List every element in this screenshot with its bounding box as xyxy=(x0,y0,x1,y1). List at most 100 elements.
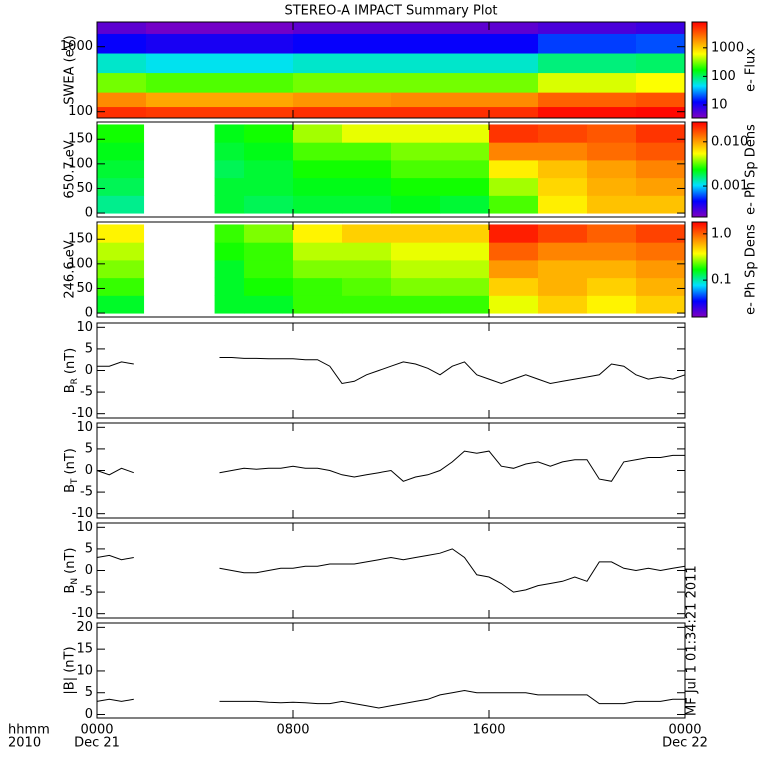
heatmap-cell xyxy=(538,106,588,118)
y-axis-label: BR (nT) xyxy=(63,348,80,394)
heatmap-cell xyxy=(440,295,490,314)
heatmap-cell xyxy=(214,142,245,161)
heatmap-cell xyxy=(587,33,637,54)
heatmap-cell xyxy=(342,277,392,296)
heatmap-cell xyxy=(489,72,539,93)
y-tick-label: 0 xyxy=(85,306,93,321)
heatmap-cell xyxy=(538,33,588,54)
y-axis-label: SWEA (eV) xyxy=(63,35,78,104)
data-line xyxy=(96,689,685,709)
heatmap-cell xyxy=(293,72,343,93)
y-label-sub: N xyxy=(70,578,80,585)
heatmap-cell xyxy=(342,295,392,314)
heatmap-cell xyxy=(244,224,294,243)
heatmap-cell xyxy=(146,92,196,108)
y-label-unit: (nT) xyxy=(63,548,78,574)
heatmap-cell xyxy=(636,33,685,54)
heatmap-cell xyxy=(538,295,588,314)
heatmap-cell xyxy=(587,195,637,214)
heatmap-cell xyxy=(391,277,441,296)
heatmap-cell xyxy=(244,295,294,314)
colorbar-tick-label: 0.1 xyxy=(711,273,732,288)
heatmap-cell xyxy=(489,33,539,54)
y-tick-label: 0 xyxy=(85,707,93,722)
y-axis-label: BT (nT) xyxy=(63,448,80,493)
y-tick-label: -5 xyxy=(80,385,93,400)
y-tick-label: -10 xyxy=(72,406,93,421)
panel-frame xyxy=(96,121,686,218)
heatmap-cell xyxy=(97,159,145,179)
heatmap-cell xyxy=(244,124,294,143)
colorbar-label: e- Ph Sp Dens xyxy=(744,224,759,315)
heatmap-cell xyxy=(440,22,490,34)
heatmap-cell xyxy=(244,72,294,93)
y-tick-label: 20 xyxy=(76,620,93,635)
y-tick-label: 100 xyxy=(68,256,93,271)
colorbar xyxy=(691,21,708,119)
heatmap-cell xyxy=(97,22,147,34)
heatmap-cell xyxy=(391,242,441,261)
heatmap-cell xyxy=(391,142,441,161)
heatmap-cell xyxy=(391,259,441,279)
heatmap-cell xyxy=(214,242,245,261)
heatmap-cell xyxy=(293,124,343,143)
heatmap-cell xyxy=(97,72,147,93)
heatmap-cell xyxy=(97,53,147,74)
y-tick-label: 5 xyxy=(85,341,93,356)
heatmap-cell xyxy=(146,53,196,74)
heatmap-cell xyxy=(146,106,196,118)
x-tick-label: 0000 xyxy=(668,723,701,738)
colorbar-tick-label: 0.001 xyxy=(711,179,748,194)
heatmap-cell xyxy=(146,33,196,54)
y-tick-label: 5 xyxy=(85,685,93,700)
heatmap-cell xyxy=(636,242,685,261)
heatmap-cell xyxy=(391,124,441,143)
heatmap-cell xyxy=(587,259,637,279)
heatmap-cell xyxy=(293,92,343,108)
colorbar-tick-label: 1000 xyxy=(711,40,744,55)
heatmap-cell xyxy=(214,224,245,243)
heatmap-cell xyxy=(293,195,343,214)
heatmap-cell xyxy=(391,53,441,74)
heatmap-cell xyxy=(636,295,685,314)
heatmap-cell xyxy=(342,159,392,179)
x-tick-sublabel: Dec 21 xyxy=(74,736,120,751)
heatmap-cell xyxy=(538,195,588,214)
y-axis-label: BN (nT) xyxy=(63,548,80,594)
y-tick-label: -10 xyxy=(72,606,93,621)
timestamp: MF Jul 1 01:34:21 2011 xyxy=(685,565,700,716)
heatmap-cell xyxy=(97,224,145,243)
heatmap-cell xyxy=(146,22,196,34)
x-tick-label: 0800 xyxy=(276,723,309,738)
heatmap-cell xyxy=(214,195,245,214)
y-axis-label: 650.7 eV xyxy=(63,140,78,198)
heatmap-cell xyxy=(214,159,245,179)
heatmap-cell xyxy=(293,259,343,279)
heatmap-cell xyxy=(587,142,637,161)
y-label-sub: T xyxy=(70,478,80,485)
heatmap-cell xyxy=(538,22,588,34)
heatmap-cell xyxy=(293,159,343,179)
y-tick-label: 5 xyxy=(85,541,93,556)
heatmap-cell xyxy=(97,195,145,214)
heatmap-cell xyxy=(440,106,490,118)
heatmap-cell xyxy=(587,159,637,179)
heatmap-cell xyxy=(587,106,637,118)
heatmap-cell xyxy=(587,295,637,314)
heatmap-cell xyxy=(489,259,539,279)
heatmap-cell xyxy=(244,259,294,279)
heatmap-cell xyxy=(391,224,441,243)
heatmap-cell xyxy=(214,295,245,314)
heatmap-cell xyxy=(636,106,685,118)
heatmap-cell xyxy=(391,159,441,179)
heatmap-cell xyxy=(440,259,490,279)
colorbar-tick-label: 100 xyxy=(711,69,736,84)
heatmap-cell xyxy=(342,106,392,118)
heatmap-cell xyxy=(489,106,539,118)
heatmap-cell xyxy=(587,277,637,296)
heatmap-cell xyxy=(489,159,539,179)
heatmap-cell xyxy=(489,53,539,74)
heatmap-cell xyxy=(342,177,392,196)
y-tick-label: 15 xyxy=(76,642,93,657)
heatmap-cell xyxy=(195,72,245,93)
